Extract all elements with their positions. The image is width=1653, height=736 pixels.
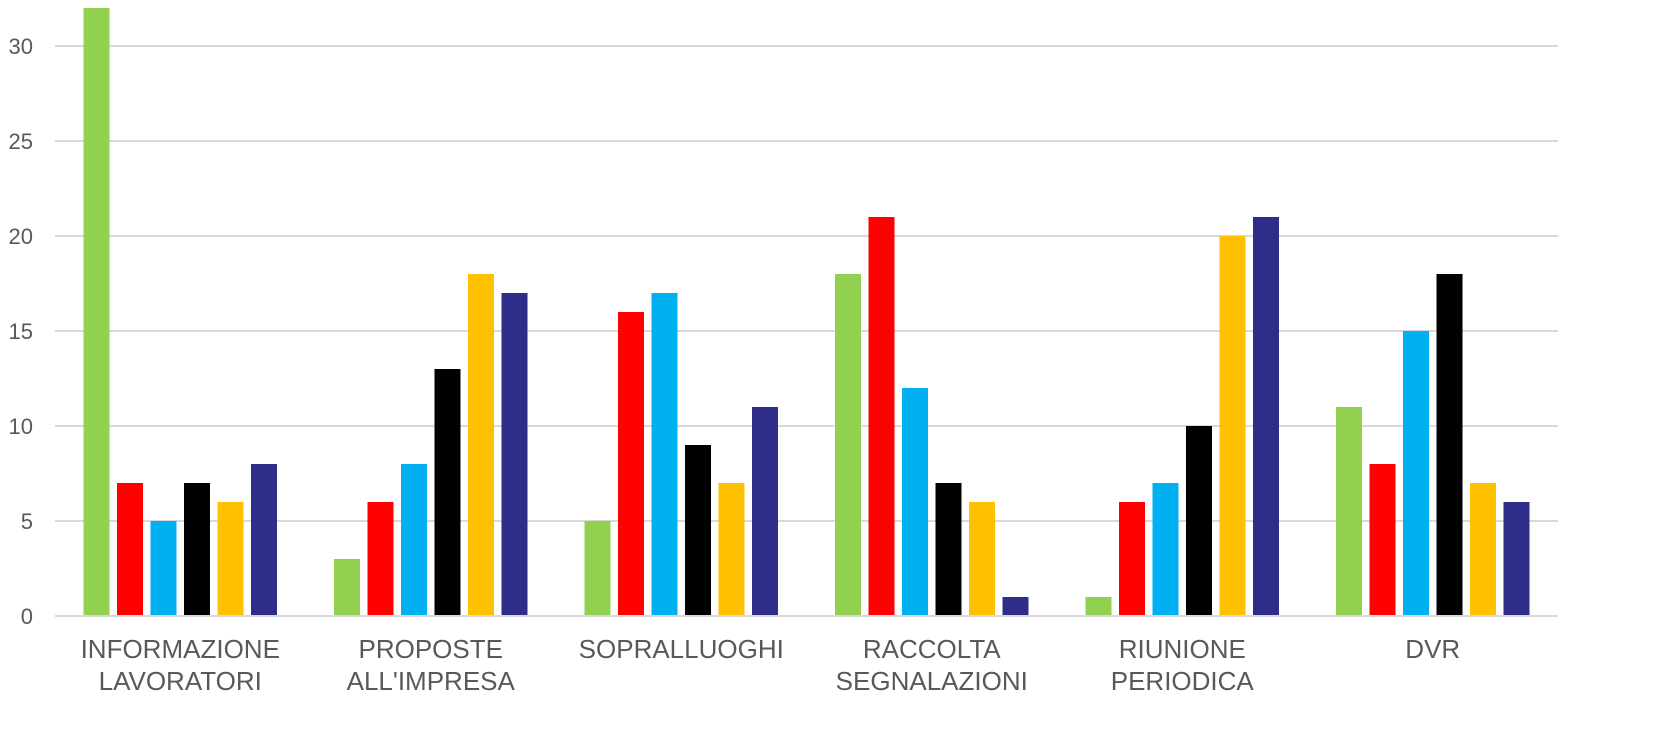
y-tick-label: 5	[21, 509, 33, 534]
y-tick-label: 20	[9, 224, 33, 249]
bar	[1002, 597, 1029, 616]
bar	[1470, 483, 1496, 616]
bar	[1403, 331, 1429, 616]
bar	[468, 274, 494, 616]
bar	[1253, 217, 1279, 616]
x-category-label: SOPRALLUOGHI	[579, 634, 784, 664]
gridlines	[55, 45, 1558, 522]
bars	[83, 8, 1530, 616]
bar	[651, 293, 678, 616]
y-axis-tick-labels: 0 5 10 15 20 25 30	[9, 34, 33, 629]
bar	[217, 502, 244, 616]
bar	[334, 559, 360, 616]
bar	[868, 217, 895, 616]
x-category-label: SEGNALAZIONI	[836, 666, 1028, 696]
x-category-label: PERIODICA	[1111, 666, 1255, 696]
bar	[1119, 502, 1145, 616]
bar	[752, 407, 778, 616]
x-category-label: DVR	[1405, 634, 1460, 664]
bar	[1085, 597, 1112, 616]
bar	[83, 8, 110, 616]
bar	[584, 521, 611, 616]
y-tick-label: 15	[9, 319, 33, 344]
bar	[1152, 483, 1179, 616]
bar	[685, 445, 711, 616]
bar	[935, 483, 962, 616]
bar	[251, 464, 277, 616]
bar	[117, 483, 143, 616]
bar	[1219, 236, 1246, 616]
y-tick-label: 0	[21, 604, 33, 629]
bar	[1186, 426, 1212, 616]
bar	[969, 502, 995, 616]
bar	[1336, 407, 1362, 616]
bar	[501, 293, 528, 616]
x-category-label: ALL'IMPRESA	[347, 666, 516, 696]
y-tick-label: 25	[9, 129, 33, 154]
y-tick-label: 10	[9, 414, 33, 439]
x-category-label: LAVORATORI	[99, 666, 262, 696]
x-category-label: INFORMAZIONE	[81, 634, 280, 664]
x-category-label: PROPOSTE	[359, 634, 503, 664]
bar	[902, 388, 928, 616]
bar	[434, 369, 461, 616]
x-category-label: RIUNIONE	[1119, 634, 1246, 664]
bar	[1369, 464, 1396, 616]
bar	[1503, 502, 1530, 616]
bar	[184, 483, 210, 616]
bar	[618, 312, 644, 616]
bar	[401, 464, 427, 616]
bar	[1436, 274, 1463, 616]
bar	[718, 483, 745, 616]
y-tick-label: 30	[9, 34, 33, 59]
x-category-label: RACCOLTA	[863, 634, 1001, 664]
bar	[150, 521, 177, 616]
bar	[835, 274, 861, 616]
bar	[367, 502, 394, 616]
